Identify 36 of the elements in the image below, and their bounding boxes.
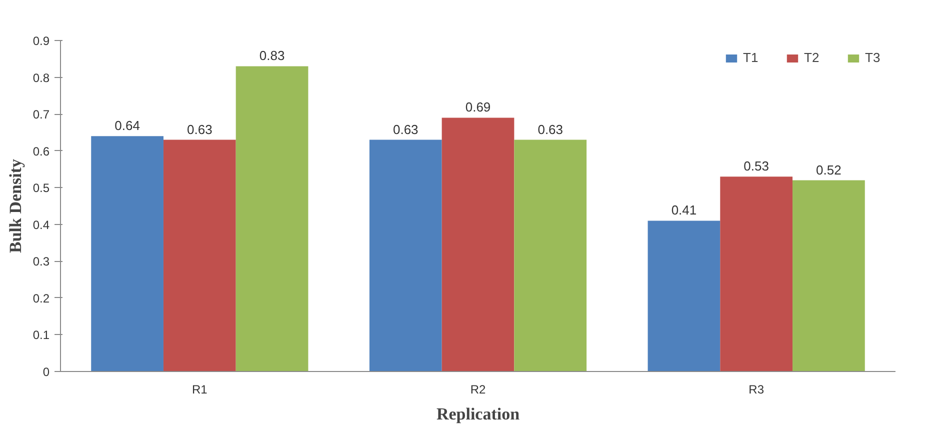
data-label: 0.63 [392,122,418,137]
legend-label: T3 [865,50,882,65]
y-tick-label: 0.5 [32,181,50,196]
bar [236,66,308,372]
legend-label: T1 [743,50,760,65]
bar [91,136,164,372]
bar [648,220,720,372]
y-tick-label: 0.2 [32,291,50,306]
y-tick-label: 0.3 [32,254,50,269]
data-label: 0.63 [538,122,564,137]
y-tick-label: 0.7 [32,108,50,122]
data-label: 0.41 [671,202,697,218]
bar [442,118,514,372]
x-tick-label: R1 [192,382,208,396]
bar [792,180,865,372]
y-tick-label: 0.4 [32,218,50,232]
bar [163,140,236,372]
bar [720,176,793,372]
legend-label: T2 [804,50,820,65]
data-label: 0.52 [816,162,842,178]
data-label: 0.53 [744,158,769,174]
data-label: 0.63 [187,122,212,137]
x-tick-label: R3 [748,382,764,396]
y-tick-label: 0.8 [32,70,50,85]
x-axis-title: Replication [436,404,520,424]
y-tick-label: 0.9 [32,34,50,48]
bar [369,140,442,372]
y-tick-label: 0 [42,365,50,379]
data-label: 0.64 [114,118,140,134]
data-label: 0.83 [259,48,285,64]
y-axis-title: Bulk Density [6,158,25,253]
data-label: 0.69 [465,100,491,115]
bar [514,140,587,372]
y-tick-label: 0.1 [32,328,50,342]
y-tick-label: 0.6 [32,144,50,158]
x-tick-label: R2 [470,382,486,396]
